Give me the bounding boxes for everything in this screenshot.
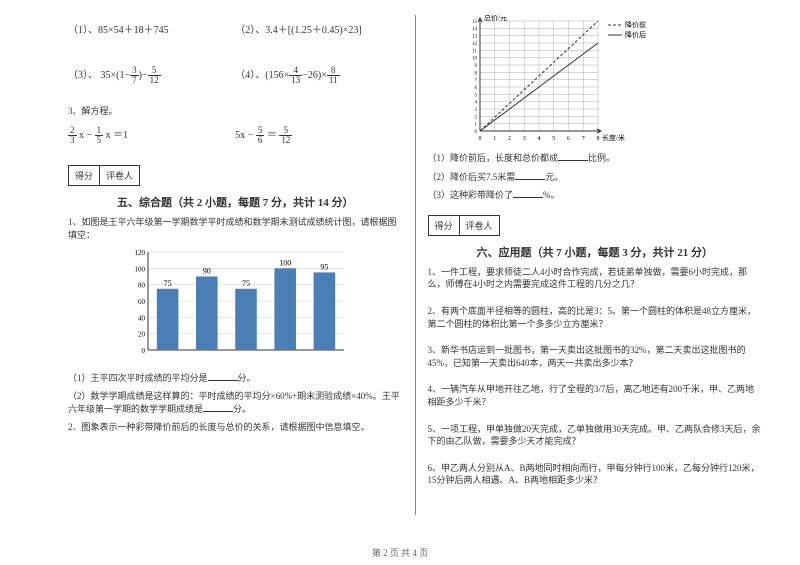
- svg-text:3: 3: [474, 108, 477, 113]
- svg-text:2: 2: [508, 136, 511, 142]
- svg-text:总价/元: 总价/元: [484, 15, 507, 22]
- svg-text:12: 12: [472, 42, 478, 47]
- line-chart-svg: 0123456780123456789101112131415总价/元长度/米降…: [458, 15, 668, 145]
- blank: [558, 151, 588, 161]
- problem-3: （3）、 35×(1−37)−512: [68, 66, 235, 85]
- right-column: 0123456780123456789101112131415总价/元长度/米降…: [420, 15, 771, 515]
- svg-text:4: 4: [474, 101, 477, 106]
- svg-text:40: 40: [138, 315, 146, 323]
- equation-row: 23 x − 15 x ＝1 5x − 56 ＝ 512: [68, 126, 403, 145]
- svg-text:75: 75: [242, 279, 250, 288]
- fraction: 512: [148, 66, 161, 85]
- section-5-title: 五、综合题（共 2 小题，每题 7 分，共计 14 分）: [68, 194, 403, 210]
- svg-text:7: 7: [581, 136, 584, 142]
- grader-label: 评卷人: [460, 216, 499, 235]
- svg-text:6: 6: [474, 86, 477, 91]
- grader-label: 评卷人: [100, 166, 139, 185]
- svg-text:120: 120: [135, 249, 146, 257]
- svg-text:5: 5: [552, 136, 555, 142]
- fraction: 15: [95, 126, 104, 145]
- app-q1: 1、一件工程，要求师徒二人4小时合作完成，若徒弟单独做，需要6小时完成，那么，师…: [428, 266, 763, 291]
- bar-chart: 0 20 40 60 80 100 120 75 90 75 100 95: [120, 246, 350, 366]
- app-q3: 3、新华书店运到一批图书，第一天卖出这批图书的32%，第二天卖出这批图书的45%…: [428, 344, 763, 369]
- chart-q2: （2）降价后买7.5米需元。: [428, 170, 763, 184]
- column-divider: [415, 15, 416, 515]
- svg-text:95: 95: [321, 263, 329, 272]
- fraction: 512: [279, 126, 292, 145]
- solve-equation-heading: 3、解方程。: [68, 105, 403, 118]
- svg-text:14: 14: [472, 27, 478, 32]
- svg-text:0: 0: [142, 347, 146, 355]
- blank: [513, 188, 543, 198]
- bar-chart-svg: 0 20 40 60 80 100 120 75 90 75 100 95: [120, 246, 350, 366]
- app-q5: 5、一项工程，甲单独做20天完成，乙单独做用30天完成。甲、乙两队合修3天后，余…: [428, 423, 763, 448]
- p3-pre: （3）、 35×(1−: [68, 70, 130, 81]
- page-content: （1）、85×54＋18＋745 （2）、3.4＋[(1.25＋0.45)×23…: [0, 0, 800, 540]
- svg-text:降价后: 降价后: [625, 30, 646, 39]
- question-1: 1、如图是王平六年级第一学期数学平时成绩和数学期末测试成绩统计图，请根据图填空：: [68, 216, 403, 241]
- equation-2: 5x − 56 ＝ 512: [235, 126, 402, 145]
- svg-text:0: 0: [478, 136, 481, 142]
- p4-mid: −26)×: [302, 70, 327, 81]
- page-footer: 第 2 页 共 4 页: [0, 546, 800, 559]
- svg-text:60: 60: [138, 298, 146, 306]
- svg-text:9: 9: [474, 64, 477, 69]
- p3-mid: )−: [139, 70, 148, 81]
- svg-text:2: 2: [474, 115, 477, 120]
- app-q2: 2、有两个底面半径相等的圆柱，高的比是3：5。第一个圆柱的体积是48立方厘米，第…: [428, 305, 763, 330]
- svg-text:15: 15: [472, 20, 478, 25]
- svg-text:100: 100: [279, 259, 291, 268]
- blank: [208, 371, 238, 381]
- svg-text:80: 80: [138, 282, 146, 290]
- question-1-1: （1）王平四次平时成绩的平均分是分。: [68, 371, 403, 385]
- line-chart: 0123456780123456789101112131415总价/元长度/米降…: [458, 15, 628, 145]
- score-label: 得分: [69, 166, 100, 185]
- calc-row-1: （1）、85×54＋18＋745 （2）、3.4＋[(1.25＋0.45)×23…: [68, 21, 403, 36]
- fraction: 811: [327, 66, 340, 85]
- blank: [515, 170, 545, 180]
- fraction: 413: [289, 66, 302, 85]
- svg-text:降价前: 降价前: [625, 20, 646, 29]
- fraction: 23: [68, 126, 77, 145]
- chart-q3: （3）这种彩带降价了%。: [428, 188, 763, 202]
- calc-row-2: （3）、 35×(1−37)−512 （4）、(156×413−26)×811: [68, 66, 403, 85]
- p4-pre: （4）、(156×: [235, 70, 289, 81]
- section-6-title: 六、应用题（共 7 小题，每题 3 分，共计 21 分）: [428, 244, 763, 260]
- score-box: 得分 评卷人: [428, 215, 500, 236]
- svg-text:0: 0: [474, 130, 477, 135]
- problem-2: （2）、3.4＋[(1.25＋0.45)×23]: [235, 21, 402, 36]
- svg-text:长度/米: 长度/米: [602, 133, 625, 142]
- svg-text:20: 20: [138, 331, 146, 339]
- score-box: 得分 评卷人: [68, 165, 140, 186]
- svg-text:5: 5: [474, 93, 477, 98]
- equation-1: 23 x − 15 x ＝1: [68, 126, 235, 145]
- question-1-2: （2）数学学期成绩是这样算的：平时成绩的平均分×60%+期末测验成绩×40%。王…: [68, 390, 403, 416]
- svg-text:11: 11: [472, 49, 477, 54]
- svg-text:6: 6: [567, 136, 570, 142]
- svg-text:4: 4: [537, 136, 540, 142]
- svg-text:1: 1: [474, 123, 477, 128]
- svg-text:7: 7: [474, 79, 477, 84]
- svg-text:100: 100: [135, 266, 146, 274]
- chart-q1: （1）降价前后，长度和总价都成比例。: [428, 151, 763, 165]
- problem-4: （4）、(156×413−26)×811: [235, 66, 402, 85]
- app-q4: 4、一辆汽车从甲地开往乙地，行了全程的3/7后，离乙地还有200千米，甲、乙两地…: [428, 383, 763, 408]
- svg-text:75: 75: [164, 279, 172, 288]
- svg-text:3: 3: [522, 136, 525, 142]
- svg-text:1: 1: [493, 136, 496, 142]
- svg-text:10: 10: [472, 57, 478, 62]
- svg-text:13: 13: [472, 35, 478, 40]
- score-label: 得分: [429, 216, 460, 235]
- question-2: 2、图象表示一种彩带降价前后的长度与总价的关系，请根据图中信息填空。: [68, 421, 403, 434]
- problem-1: （1）、85×54＋18＋745: [68, 21, 235, 36]
- blank: [203, 402, 233, 412]
- svg-text:8: 8: [474, 71, 477, 76]
- app-q6: 6、甲乙两人分别从A、B两地同时相向而行，甲每分钟行100米，乙每分钟行120米…: [428, 462, 763, 487]
- left-column: （1）、85×54＋18＋745 （2）、3.4＋[(1.25＋0.45)×23…: [60, 15, 411, 515]
- fraction: 37: [130, 66, 139, 85]
- svg-text:8: 8: [596, 136, 599, 142]
- svg-text:90: 90: [203, 267, 211, 276]
